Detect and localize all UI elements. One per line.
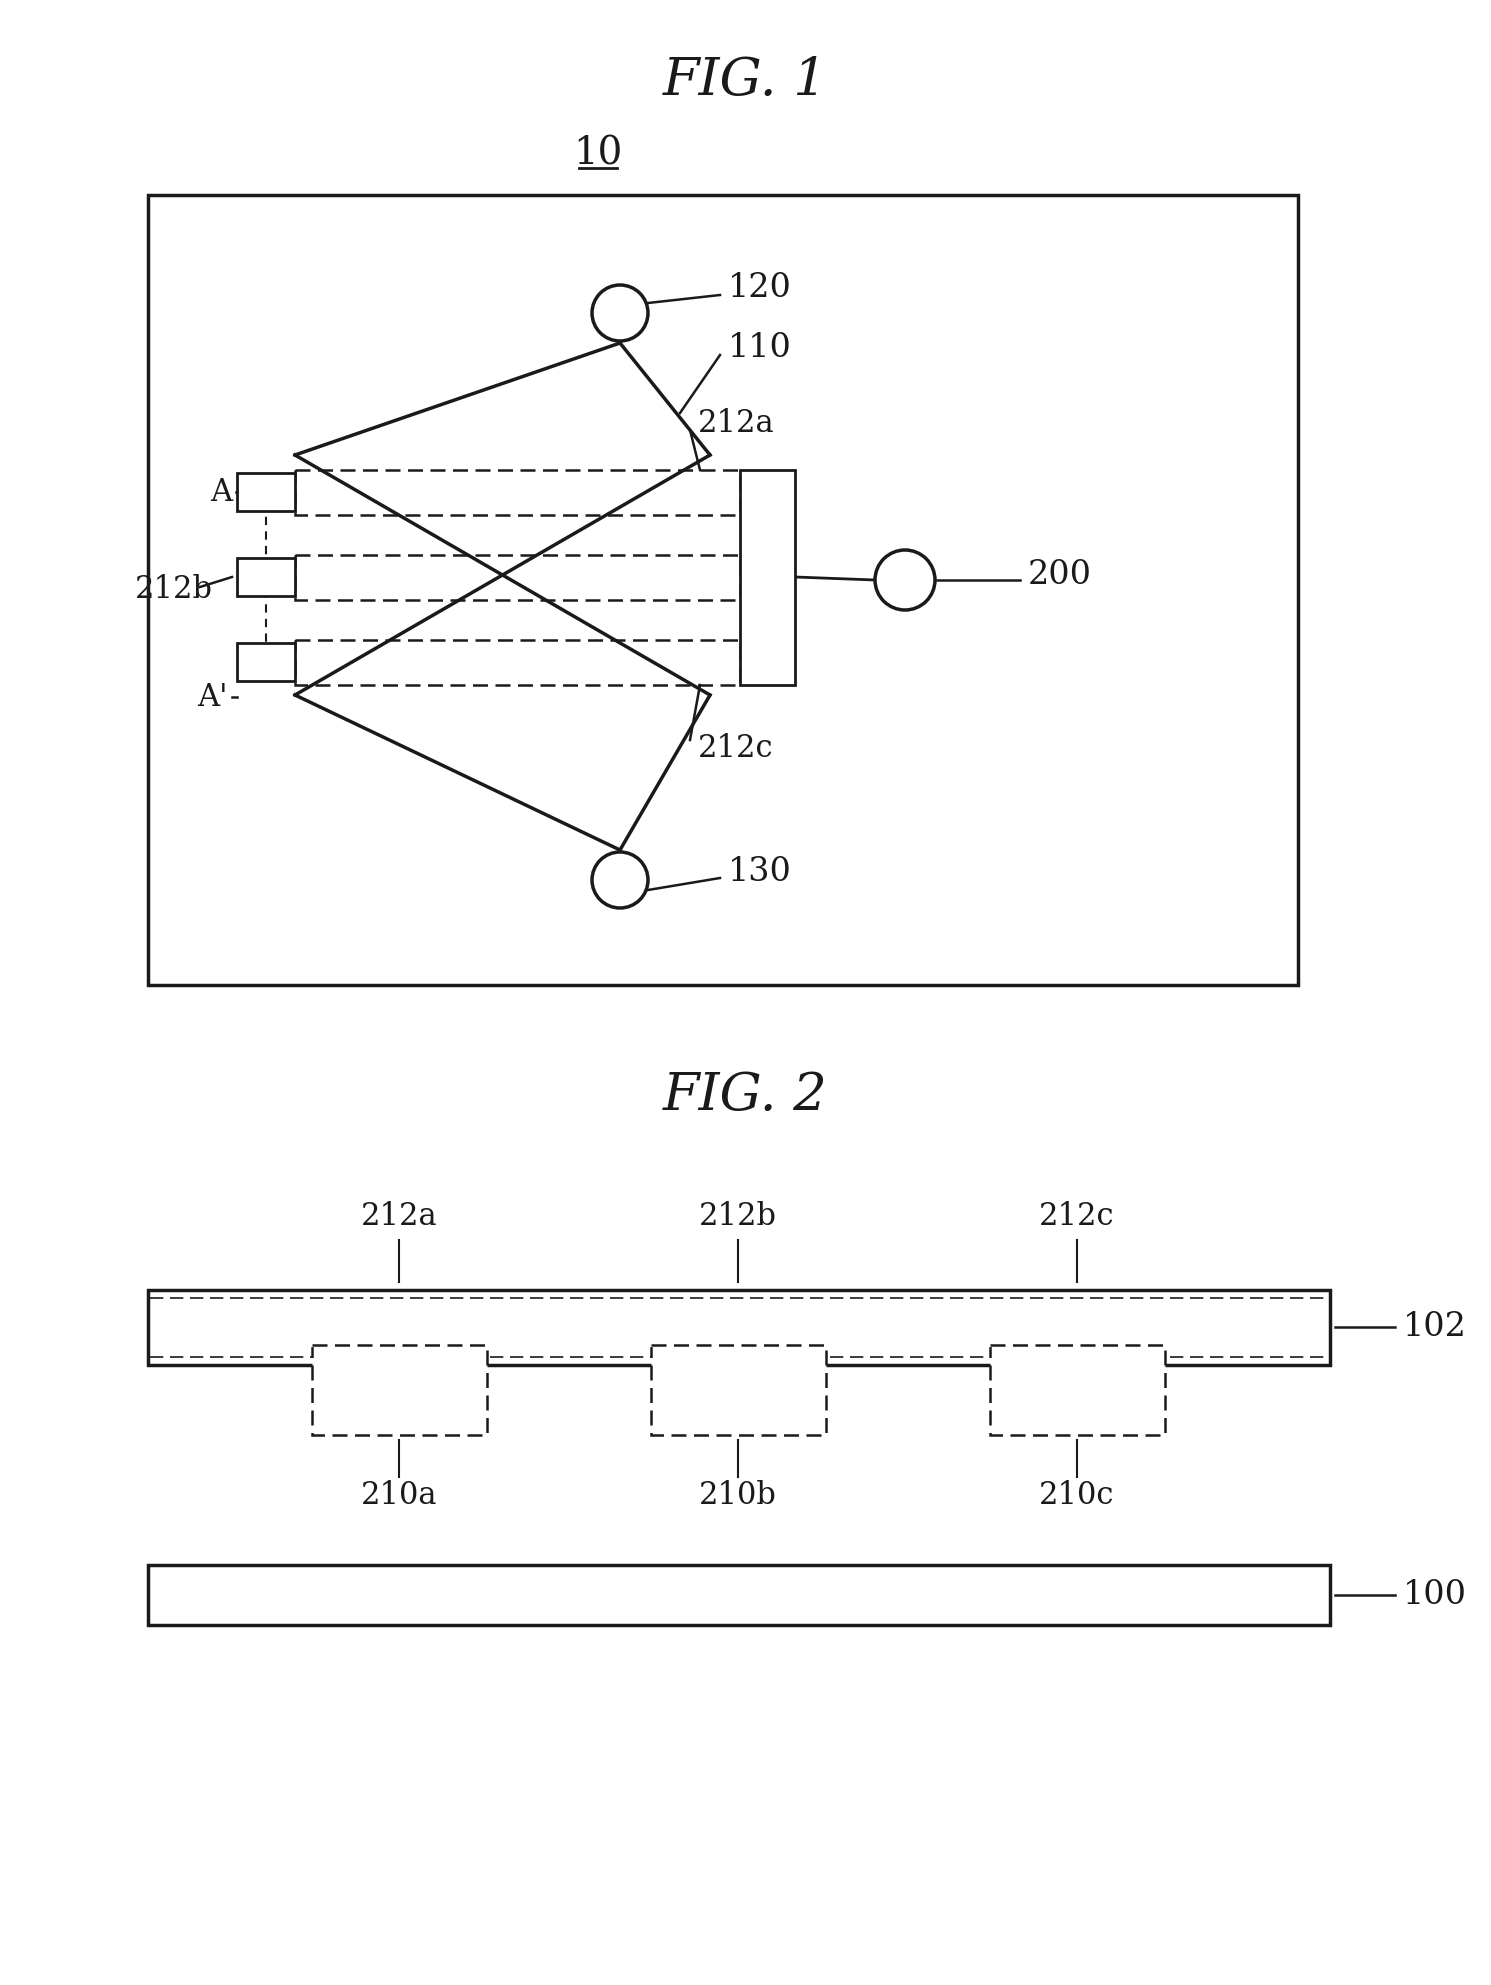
Bar (237, 472, 295, 510)
Bar (990, 1346, 1164, 1435)
Text: 212b: 212b (699, 1201, 777, 1233)
Bar (148, 1564, 1330, 1626)
Bar (148, 1290, 1330, 1366)
Text: 212c: 212c (1039, 1201, 1115, 1233)
Text: FIG. 2: FIG. 2 (662, 1070, 828, 1122)
Text: A': A' (197, 681, 228, 713)
Text: 200: 200 (1027, 560, 1091, 592)
Text: 130: 130 (728, 856, 792, 887)
Text: 10: 10 (574, 135, 623, 173)
Bar (652, 1346, 826, 1435)
Text: A: A (210, 476, 233, 508)
Bar (148, 195, 1299, 985)
Text: 100: 100 (1403, 1578, 1467, 1612)
Text: 210c: 210c (1039, 1481, 1115, 1511)
Text: FIG. 1: FIG. 1 (662, 56, 828, 105)
Text: 212b: 212b (136, 574, 213, 605)
Bar (237, 558, 295, 596)
Bar (295, 639, 740, 685)
Bar (312, 1346, 488, 1435)
Bar (740, 470, 795, 685)
Text: 102: 102 (1403, 1310, 1467, 1344)
Bar (295, 556, 740, 599)
Text: 212a: 212a (361, 1201, 437, 1233)
Text: 212a: 212a (698, 407, 775, 439)
Circle shape (592, 286, 649, 341)
Text: 110: 110 (728, 331, 792, 363)
Text: 212c: 212c (698, 732, 774, 764)
Text: 120: 120 (728, 272, 792, 304)
Bar (295, 470, 740, 514)
Text: 210b: 210b (699, 1481, 777, 1511)
Bar (237, 643, 295, 681)
Text: 210a: 210a (361, 1481, 437, 1511)
Circle shape (592, 852, 649, 907)
Circle shape (875, 550, 935, 609)
